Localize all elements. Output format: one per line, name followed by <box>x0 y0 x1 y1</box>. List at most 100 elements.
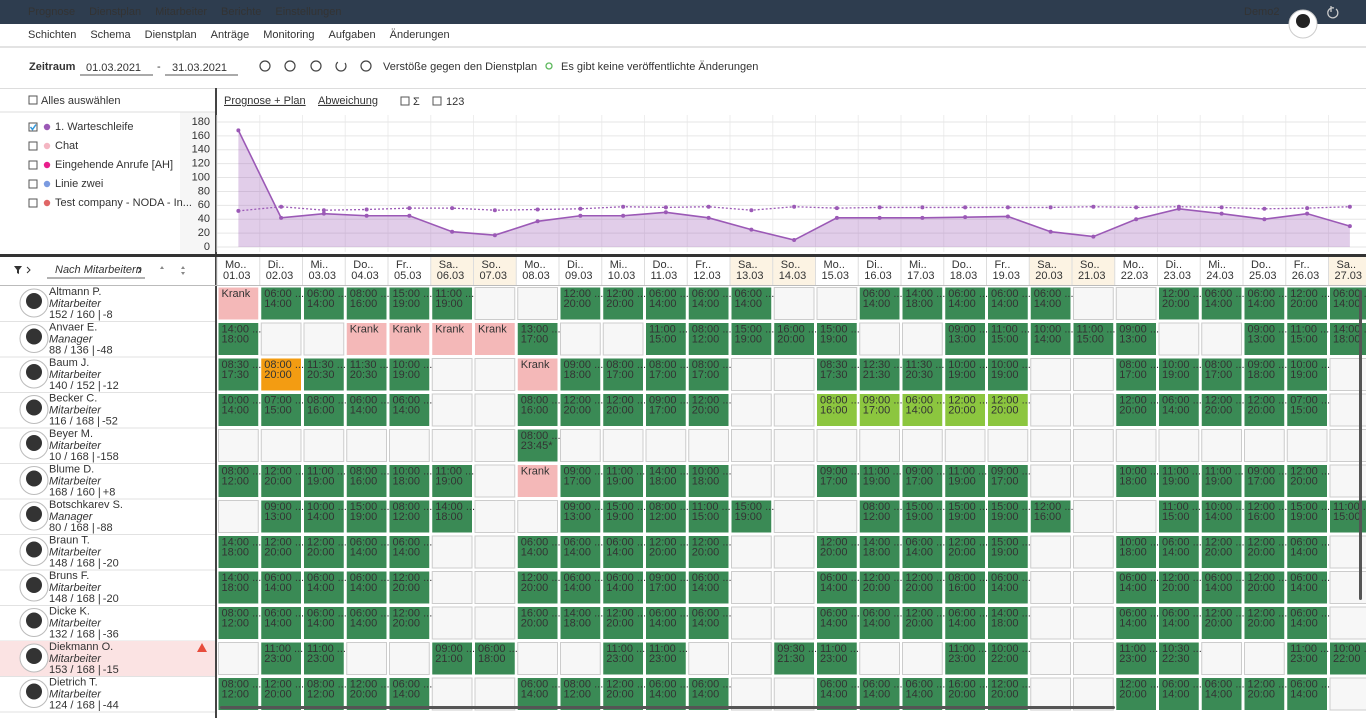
shift-cell[interactable] <box>988 642 1028 675</box>
shift-cell[interactable] <box>603 678 643 710</box>
shift-cell[interactable] <box>731 287 772 320</box>
empty-cell[interactable] <box>1073 677 1114 711</box>
shift-cell[interactable] <box>1201 287 1242 320</box>
shift-cell[interactable] <box>817 394 857 426</box>
shift-cell[interactable] <box>945 500 985 533</box>
shift-cell[interactable] <box>646 571 686 604</box>
empty-cell[interactable] <box>602 429 644 462</box>
shift-cell[interactable] <box>389 287 430 320</box>
shift-cell[interactable] <box>261 571 301 604</box>
empty-cell[interactable] <box>1073 535 1114 569</box>
empty-cell[interactable] <box>1115 429 1157 462</box>
shift-cell[interactable] <box>218 465 259 497</box>
shift-cell[interactable] <box>859 607 900 639</box>
shift-cell[interactable] <box>1159 536 1199 568</box>
empty-cell[interactable] <box>517 500 558 533</box>
empty-cell[interactable] <box>816 287 858 320</box>
empty-cell[interactable] <box>474 287 516 320</box>
shift-cell[interactable] <box>603 287 643 320</box>
shift-cell[interactable] <box>945 358 985 391</box>
shift-cell[interactable] <box>902 358 943 391</box>
shift-cell[interactable] <box>688 678 729 710</box>
shift-cell[interactable] <box>304 642 344 675</box>
shift-cell[interactable] <box>1030 323 1071 355</box>
sub-nav-item[interactable]: Schichten <box>28 29 76 41</box>
shift-cell[interactable] <box>261 536 301 568</box>
shift-cell[interactable] <box>560 465 601 497</box>
shift-cell[interactable] <box>346 536 387 568</box>
checkbox[interactable] <box>28 122 38 132</box>
top-nav-item[interactable]: Mitarbeiter <box>155 6 207 18</box>
shift-cell[interactable] <box>560 500 601 533</box>
shift-cell[interactable] <box>1159 678 1199 710</box>
empty-cell[interactable] <box>431 535 473 569</box>
shift-cell[interactable] <box>304 500 344 533</box>
shift-cell[interactable] <box>1244 607 1285 639</box>
empty-cell[interactable] <box>474 464 516 498</box>
shift-cell[interactable] <box>389 394 430 426</box>
shift-cell[interactable] <box>988 536 1028 568</box>
empty-cell[interactable] <box>1030 464 1071 498</box>
shift-cell[interactable] <box>1159 394 1199 426</box>
shift-cell[interactable] <box>603 607 643 639</box>
empty-cell[interactable] <box>1073 393 1114 427</box>
shift-cell[interactable] <box>859 536 900 568</box>
shift-cell[interactable] <box>988 323 1028 355</box>
shift-cell[interactable] <box>517 429 558 462</box>
shift-cell[interactable] <box>1244 571 1285 604</box>
top-nav-item[interactable]: Prognose <box>28 6 75 18</box>
empty-cell[interactable] <box>859 322 900 356</box>
shift-cell[interactable] <box>774 323 814 355</box>
shift-cell[interactable] <box>1244 500 1285 533</box>
shift-cell[interactable] <box>560 536 601 568</box>
shift-cell[interactable] <box>988 607 1028 639</box>
shift-cell[interactable] <box>1244 536 1285 568</box>
shift-cell[interactable] <box>1201 465 1242 497</box>
empty-cell[interactable] <box>1115 287 1157 320</box>
shift-cell[interactable] <box>1201 536 1242 568</box>
sick-cell[interactable] <box>517 358 558 391</box>
sick-cell[interactable] <box>346 323 387 355</box>
shift-cell[interactable] <box>1116 465 1156 497</box>
shift-cell[interactable] <box>304 394 344 426</box>
shift-cell[interactable] <box>475 642 515 675</box>
shift-cell[interactable] <box>560 287 601 320</box>
shift-cell[interactable] <box>389 678 430 710</box>
checkbox[interactable] <box>400 96 410 106</box>
shift-cell[interactable] <box>688 394 729 426</box>
shift-cell[interactable] <box>1287 571 1327 604</box>
shift-cell[interactable] <box>1030 500 1071 533</box>
shift-cell[interactable] <box>432 642 472 675</box>
empty-cell[interactable] <box>1201 642 1242 675</box>
shift-cell[interactable] <box>817 571 857 604</box>
empty-cell[interactable] <box>474 393 516 427</box>
top-nav-item[interactable]: Einstellungen <box>275 6 341 18</box>
shift-cell[interactable] <box>603 394 643 426</box>
shift-cell[interactable] <box>688 500 729 533</box>
sub-nav-item[interactable]: Änderungen <box>390 29 450 41</box>
sick-cell[interactable] <box>432 323 472 355</box>
empty-cell[interactable] <box>859 642 900 675</box>
shift-cell[interactable] <box>261 500 301 533</box>
shift-cell[interactable] <box>688 287 729 320</box>
shift-cell[interactable] <box>646 287 686 320</box>
empty-cell[interactable] <box>389 642 430 675</box>
empty-cell[interactable] <box>859 429 900 462</box>
select-all[interactable]: Alles auswählen <box>41 95 121 107</box>
empty-cell[interactable] <box>1286 429 1328 462</box>
empty-cell[interactable] <box>1030 393 1071 427</box>
user-name[interactable]: Demo2 <box>1244 6 1279 18</box>
checkbox[interactable] <box>28 198 38 208</box>
shift-cell[interactable] <box>389 571 430 604</box>
empty-cell[interactable] <box>602 322 644 356</box>
shift-cell[interactable] <box>346 465 387 497</box>
empty-cell[interactable] <box>431 606 473 640</box>
shift-cell[interactable] <box>389 500 430 533</box>
empty-cell[interactable] <box>1073 642 1114 675</box>
empty-cell[interactable] <box>731 677 772 711</box>
shift-cell[interactable] <box>346 571 387 604</box>
empty-cell[interactable] <box>1244 642 1285 675</box>
search-placeholder[interactable]: Nach Mitarbeitern <box>55 264 142 276</box>
shift-cell[interactable] <box>261 358 301 391</box>
shift-cell[interactable] <box>304 571 344 604</box>
